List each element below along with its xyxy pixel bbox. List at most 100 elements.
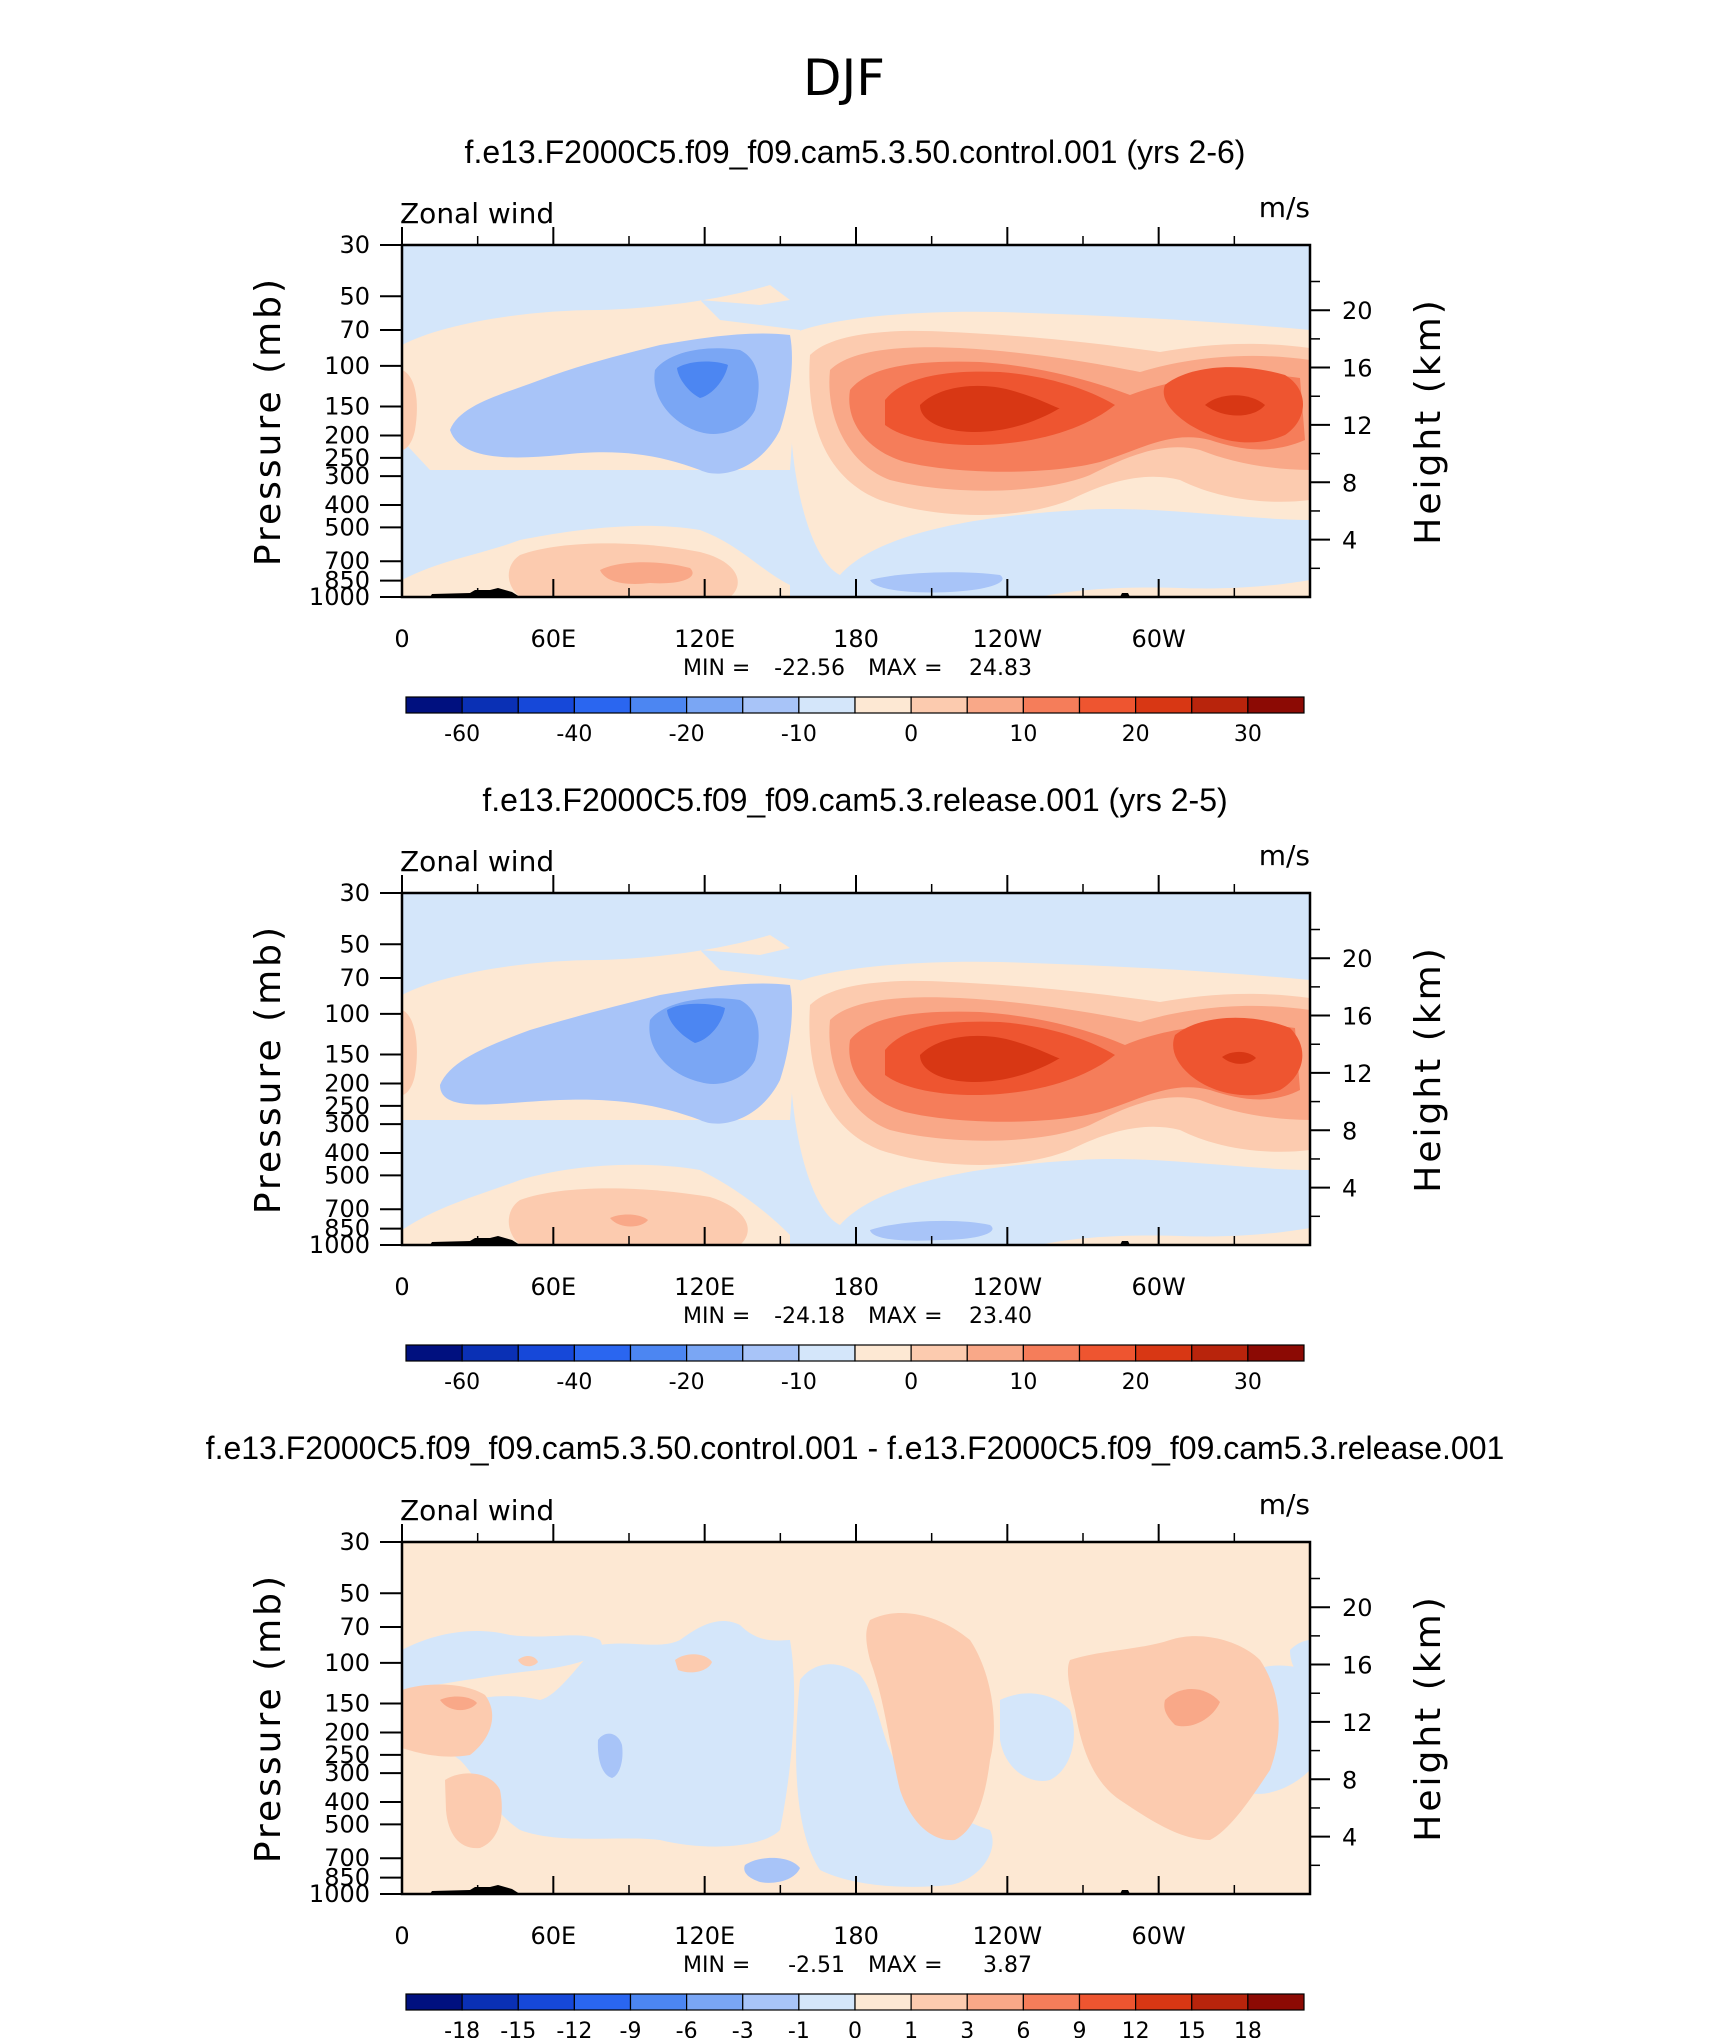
colorbar-label: 0 xyxy=(848,2019,862,2038)
x-tick-label: 0 xyxy=(394,625,409,653)
colorbar-label: -10 xyxy=(781,1370,817,1395)
panel-2: f.e13.F2000C5.f09_f09.cam5.3.release.001… xyxy=(248,782,1449,1395)
y-right-tick-label: 4 xyxy=(1342,1824,1357,1852)
colorbar-swatch xyxy=(573,1993,632,2011)
x-tick-label: 120E xyxy=(674,1922,735,1950)
y-tick-label: 50 xyxy=(339,282,370,310)
y-right-tick-label: 16 xyxy=(1342,355,1373,383)
colorbar-label: 10 xyxy=(1009,1370,1037,1395)
y-right-tick-label: 12 xyxy=(1342,1060,1373,1088)
x-tick-label: 0 xyxy=(394,1922,409,1950)
colorbar-label: -18 xyxy=(444,2019,480,2038)
panel-2-axes: 0 60E 120E 180 120W 60W3050701001502002503004… xyxy=(309,875,1373,1301)
panel-1-surface-east xyxy=(1040,580,1310,597)
y-tick-label: 30 xyxy=(339,1528,370,1556)
panel-1-title: f.e13.F2000C5.f09_f09.cam5.3.50.control.… xyxy=(465,134,1246,170)
colorbar-label: -40 xyxy=(556,1370,592,1395)
x-tick-label: 180 xyxy=(833,625,879,653)
colorbar-swatch xyxy=(405,696,463,714)
y-tick-label: 50 xyxy=(339,1579,370,1607)
colorbar-swatch xyxy=(798,696,856,714)
colorbar-swatch xyxy=(1247,1993,1305,2011)
panel-3-pos-small xyxy=(518,1656,538,1667)
panel-3-pos-west-jet xyxy=(402,1684,493,1757)
colorbar-label: -15 xyxy=(500,2019,536,2038)
panel-1-ylabel: Pressure (mb) xyxy=(248,276,289,566)
colorbar-swatch xyxy=(966,1993,1024,2011)
panel-3-max-label: MAX = xyxy=(868,1953,943,1978)
panel-3-min-value: -2.51 xyxy=(788,1953,845,1978)
y-right-tick-label: 20 xyxy=(1342,945,1373,973)
y-tick-label: 70 xyxy=(339,316,370,344)
y-tick-label: 850 xyxy=(324,1864,370,1892)
x-tick-label: 60E xyxy=(530,625,576,653)
colorbar-swatch xyxy=(517,1993,575,2011)
panel-2-min-label: MIN = xyxy=(683,1304,750,1329)
panel-1-max-value: 24.83 xyxy=(969,656,1032,681)
y-tick-label: 500 xyxy=(324,513,370,541)
colorbar-label: -9 xyxy=(620,2019,642,2038)
panel-2-min-value: -24.18 xyxy=(774,1304,845,1329)
panel-3-plot-area xyxy=(402,1542,1310,1894)
panel-3-pos-central xyxy=(866,1612,994,1841)
panel-1-jet-east-core xyxy=(1205,395,1265,416)
panel-2-west-edge-pos xyxy=(402,1010,417,1095)
colorbar-swatch xyxy=(854,1344,912,1362)
panel-1-plot-area xyxy=(402,245,1310,597)
panel-3-max-value: 3.87 xyxy=(983,1953,1032,1978)
colorbar-swatch xyxy=(1022,1344,1081,1362)
colorbar-swatch xyxy=(686,696,744,714)
colorbar-swatch xyxy=(1191,1344,1249,1362)
panel-1-lower-5to10 xyxy=(600,562,693,584)
panel-2-surface-east xyxy=(1040,1228,1310,1245)
panel-2-plot-area xyxy=(402,893,1310,1245)
y-tick-label: 150 xyxy=(324,1690,370,1718)
colorbar-swatch xyxy=(1135,1993,1193,2011)
panel-2-ylabel: Pressure (mb) xyxy=(248,924,289,1214)
colorbar-swatch xyxy=(517,1344,575,1362)
y-tick-label: 850 xyxy=(324,1215,370,1243)
colorbar-label: 20 xyxy=(1122,1370,1150,1395)
y-tick-label: 200 xyxy=(324,421,370,449)
x-tick-label: 120E xyxy=(674,625,735,653)
colorbar-label: 30 xyxy=(1234,1370,1262,1395)
y-right-tick-label: 12 xyxy=(1342,412,1373,440)
colorbar-label: 0 xyxy=(904,1370,918,1395)
y-tick-label: 150 xyxy=(324,393,370,421)
x-tick-label: 60E xyxy=(530,1273,576,1301)
panel-3-neg-lower xyxy=(744,1857,800,1883)
colorbar-swatch xyxy=(686,1993,744,2011)
colorbar-swatch xyxy=(629,696,688,714)
y-right-tick-label: 20 xyxy=(1342,297,1373,325)
colorbar-label: 1 xyxy=(904,2019,918,2038)
y-right-tick-label: 8 xyxy=(1342,1766,1357,1794)
colorbar-label: -60 xyxy=(444,722,480,747)
x-tick-label: 60W xyxy=(1132,625,1186,653)
colorbar-swatch xyxy=(1247,1344,1305,1362)
colorbar-swatch xyxy=(966,696,1024,714)
y-tick-label: 300 xyxy=(324,1110,370,1138)
colorbar-label: -10 xyxy=(781,722,817,747)
x-tick-label: 120W xyxy=(973,625,1043,653)
colorbar-swatch xyxy=(1247,696,1305,714)
panel-3-ylabel: Pressure (mb) xyxy=(248,1573,289,1863)
y-tick-label: 150 xyxy=(324,1041,370,1069)
y-tick-label: 50 xyxy=(339,930,370,958)
panel-1-variable: Zonal wind xyxy=(400,197,554,230)
panel-3: f.e13.F2000C5.f09_f09.cam5.3.50.control.… xyxy=(206,1430,1505,2038)
panel-3-pos-east xyxy=(1067,1636,1279,1840)
panel-2-jet-east-core xyxy=(1222,1051,1256,1064)
panel-1-jet-core-20plus xyxy=(920,385,1060,432)
y-tick-label: 500 xyxy=(324,1810,370,1838)
colorbar-label: 0 xyxy=(904,722,918,747)
colorbar-label: 18 xyxy=(1234,2019,1262,2038)
x-tick-label: 60E xyxy=(530,1922,576,1950)
colorbar-swatch xyxy=(1135,1344,1193,1362)
panel-3-ylabel-right: Height (km) xyxy=(1408,1594,1449,1841)
panel-2-units: m/s xyxy=(1259,839,1310,872)
panel-2-jet-core-20plus xyxy=(920,1035,1060,1082)
colorbar-swatch xyxy=(1078,696,1137,714)
panel-1-min-value: -22.56 xyxy=(774,656,845,681)
x-tick-label: 0 xyxy=(394,1273,409,1301)
